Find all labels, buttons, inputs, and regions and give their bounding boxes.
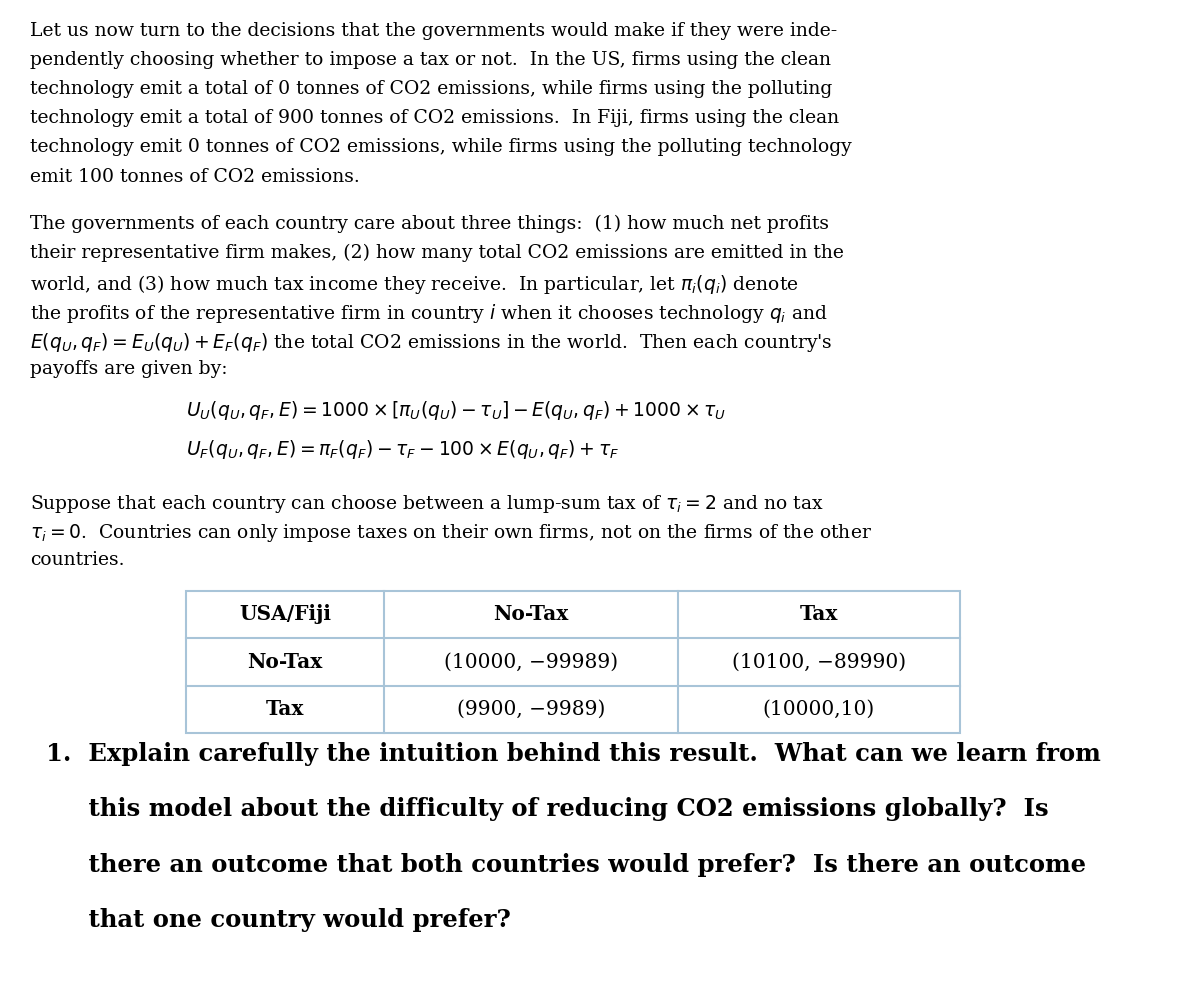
Text: technology emit 0 tonnes of CO2 emissions, while firms using the polluting techn: technology emit 0 tonnes of CO2 emission…	[30, 138, 852, 156]
Text: (10100, −89990): (10100, −89990)	[732, 653, 906, 672]
Text: the profits of the representative firm in country $i$ when it chooses technology: the profits of the representative firm i…	[30, 302, 828, 325]
Text: $E(q_U, q_F) = E_U(q_U)+E_F(q_F)$ the total CO2 emissions in the world.  Then ea: $E(q_U, q_F) = E_U(q_U)+E_F(q_F)$ the to…	[30, 331, 833, 354]
Text: Tax: Tax	[800, 604, 838, 624]
Text: (10000, −99989): (10000, −99989)	[444, 653, 618, 672]
Text: world, and (3) how much tax income they receive.  In particular, let $\pi_i(q_i): world, and (3) how much tax income they …	[30, 273, 799, 296]
Text: The governments of each country care about three things:  (1) how much net profi: The governments of each country care abo…	[30, 215, 829, 232]
Text: Suppose that each country can choose between a lump-sum tax of $\tau_i = 2$ and : Suppose that each country can choose bet…	[30, 493, 823, 514]
Text: No-Tax: No-Tax	[247, 652, 323, 672]
Text: pendently choosing whether to impose a tax or not.  In the US, firms using the c: pendently choosing whether to impose a t…	[30, 50, 830, 69]
Text: (9900, −9989): (9900, −9989)	[457, 700, 605, 719]
Text: $\tau_i = 0$.  Countries can only impose taxes on their own firms, not on the fi: $\tau_i = 0$. Countries can only impose …	[30, 522, 872, 544]
Text: No-Tax: No-Tax	[493, 604, 569, 624]
Text: USA/Fiji: USA/Fiji	[239, 604, 331, 624]
Text: payoffs are given by:: payoffs are given by:	[30, 360, 228, 379]
Text: that one country would prefer?: that one country would prefer?	[46, 908, 510, 933]
Text: technology emit a total of 900 tonnes of CO2 emissions.  In Fiji, firms using th: technology emit a total of 900 tonnes of…	[30, 109, 839, 128]
Text: technology emit a total of 0 tonnes of CO2 emissions, while firms using the poll: technology emit a total of 0 tonnes of C…	[30, 80, 833, 98]
Text: their representative firm makes, (2) how many total CO2 emissions are emitted in: their representative firm makes, (2) how…	[30, 243, 844, 262]
Text: emit 100 tonnes of CO2 emissions.: emit 100 tonnes of CO2 emissions.	[30, 167, 360, 186]
Text: countries.: countries.	[30, 551, 125, 569]
Text: $U_U(q_U, q_F, E) = 1000 \times [\pi_U(q_U) - \tau_U] - E(q_U, q_F) + 1000 \time: $U_U(q_U, q_F, E) = 1000 \times [\pi_U(q…	[186, 399, 726, 421]
Text: there an outcome that both countries would prefer?  Is there an outcome: there an outcome that both countries wou…	[46, 853, 1086, 877]
Text: $U_F(q_U, q_F, E) = \pi_F(q_F) - \tau_F - 100 \times E(q_U, q_F) + \tau_F$: $U_F(q_U, q_F, E) = \pi_F(q_F) - \tau_F …	[186, 438, 619, 461]
Text: Let us now turn to the decisions that the governments would make if they were in: Let us now turn to the decisions that th…	[30, 22, 838, 40]
Text: (10000,10): (10000,10)	[763, 700, 875, 719]
Text: this model about the difficulty of reducing CO2 emissions globally?  Is: this model about the difficulty of reduc…	[46, 797, 1049, 822]
Text: 1.  Explain carefully the intuition behind this result.  What can we learn from: 1. Explain carefully the intuition behin…	[46, 742, 1100, 766]
Bar	[186, 590, 960, 733]
Text: Tax: Tax	[266, 699, 304, 719]
